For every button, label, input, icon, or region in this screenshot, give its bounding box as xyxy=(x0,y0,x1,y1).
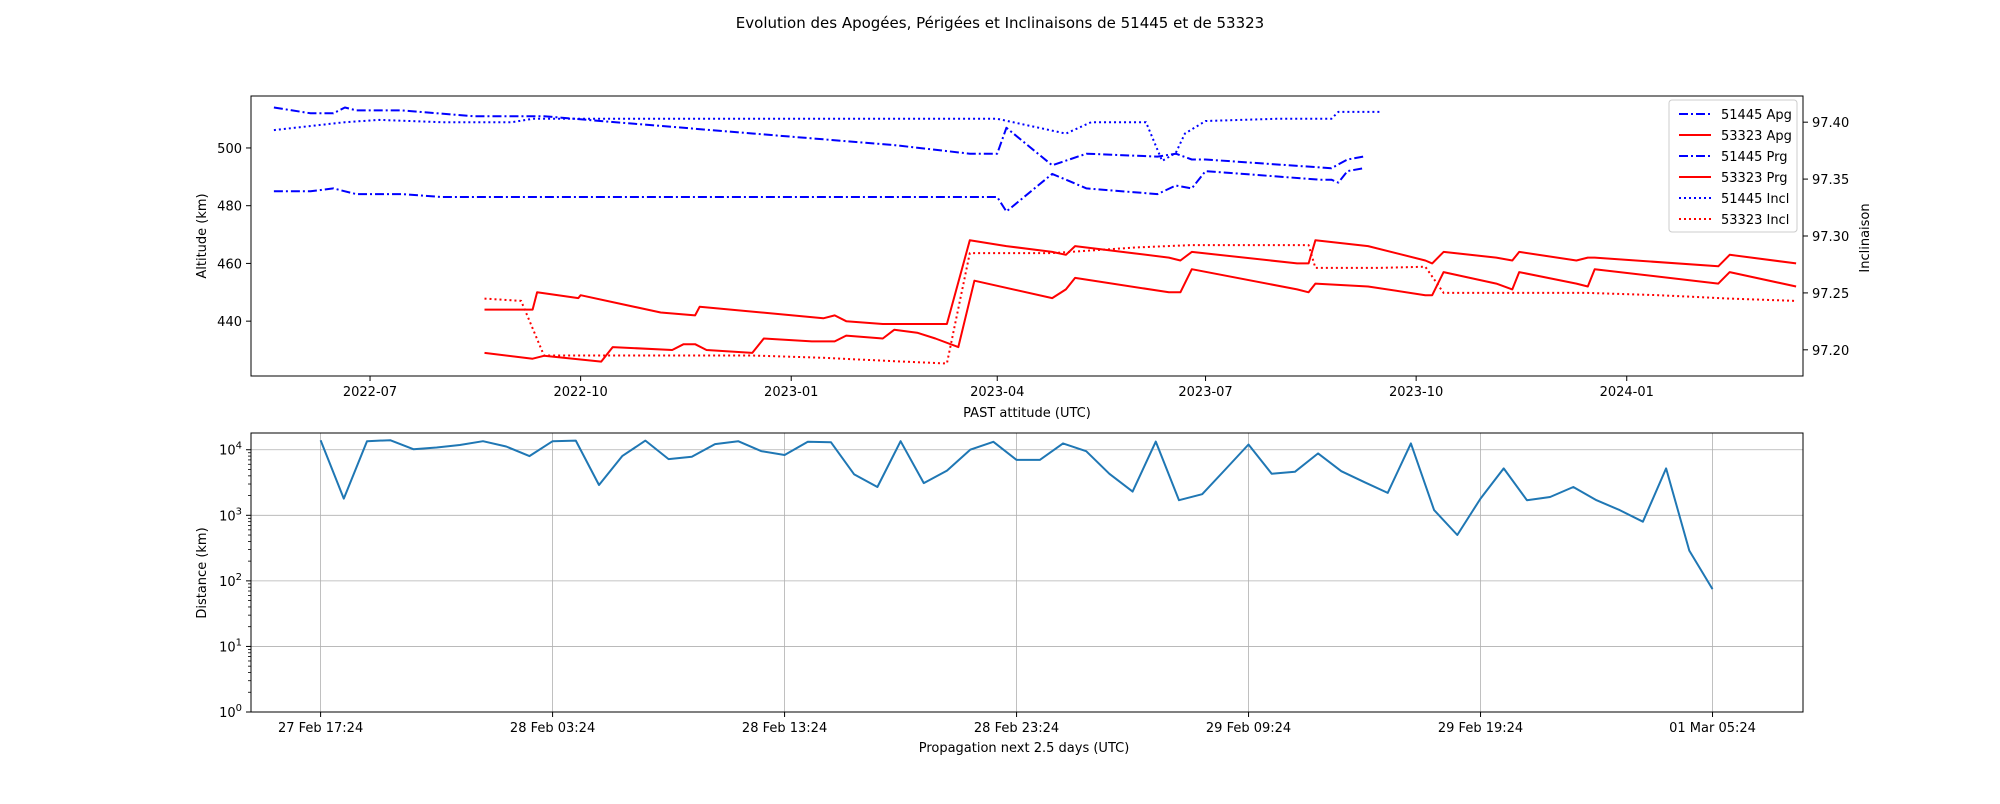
y2-tick-label: 97.35 xyxy=(1812,173,1849,188)
series-line-53323-incl xyxy=(484,244,1797,365)
y2-tick-label: 97.30 xyxy=(1812,230,1849,245)
y-tick-label: 101 xyxy=(219,637,242,655)
legend-label: 53323 Apg xyxy=(1721,129,1792,144)
x-tick-label: 2023-01 xyxy=(764,385,818,400)
bottom-y-axis-label: Distance (km) xyxy=(195,527,210,618)
y2-tick-label: 97.25 xyxy=(1812,287,1849,302)
legend-items: 51445 Apg 53323 Apg 51445 Prg 53323 Prg 5144… xyxy=(1679,108,1792,228)
legend-label: 51445 Incl xyxy=(1721,192,1789,207)
figure-title: Evolution des Apogées, Périgées et Incli… xyxy=(736,14,1264,32)
y-tick-exponent: 1 xyxy=(236,637,242,648)
x-tick-label: 2023-10 xyxy=(1389,385,1443,400)
top-y2-ticks: 97.20 97.25 97.30 97.35 97.40 xyxy=(1803,116,1849,359)
y-tick-exponent: 3 xyxy=(236,506,242,517)
x-tick-label: 28 Feb 23:24 xyxy=(974,721,1059,736)
distance-series-line xyxy=(319,439,1714,590)
x-tick-label: 29 Feb 19:24 xyxy=(1438,721,1523,736)
y-tick-exponent: 0 xyxy=(236,703,242,714)
legend-label: 51445 Apg xyxy=(1721,108,1792,123)
y-tick-label: 104 xyxy=(219,441,242,459)
x-tick-label: 2024-01 xyxy=(1600,385,1654,400)
y-tick-label: 102 xyxy=(219,572,242,590)
bottom-plot-frame xyxy=(250,432,1804,713)
series-line-53323-prg xyxy=(484,268,1797,363)
y2-tick-label: 97.20 xyxy=(1812,344,1849,359)
x-tick-label: 2022-10 xyxy=(553,385,607,400)
x-tick-label: 01 Mar 05:24 xyxy=(1669,721,1756,736)
y-tick-label: 500 xyxy=(217,142,242,157)
x-tick-label: 28 Feb 13:24 xyxy=(742,721,827,736)
bottom-x-ticks: 27 Feb 17:24 28 Feb 03:24 28 Feb 13:24 28 F… xyxy=(278,712,1756,736)
bottom-chart: 27 Feb 17:24 28 Feb 03:24 28 Feb 13:24 28 F… xyxy=(195,432,1804,756)
y-tick-label: 103 xyxy=(219,506,242,524)
top-y-axis-label: Altitude (km) xyxy=(195,193,210,278)
y-tick-label: 100 xyxy=(219,703,242,721)
top-y2-axis-label: Inclinaison xyxy=(1858,203,1873,272)
top-y-ticks: 440 460 480 500 xyxy=(217,142,251,330)
x-tick-label: 27 Feb 17:24 xyxy=(278,721,363,736)
series-line-51445-prg xyxy=(273,167,1364,213)
top-plot-frame xyxy=(250,95,1804,377)
bottom-grid xyxy=(251,433,1803,713)
y-tick-exponent: 2 xyxy=(236,572,242,583)
y-tick-label: 480 xyxy=(217,200,242,215)
top-chart: 2022-07 2022-10 2023-01 2023-04 2023-07 2023-… xyxy=(195,95,1873,421)
x-tick-label: 28 Feb 03:24 xyxy=(510,721,595,736)
legend-label: 53323 Prg xyxy=(1721,171,1787,186)
top-x-axis-label: PAST attitude (UTC) xyxy=(963,406,1091,421)
bottom-series-layer xyxy=(319,439,1714,590)
legend-label: 53323 Incl xyxy=(1721,213,1789,228)
x-tick-label: 2023-04 xyxy=(970,385,1024,400)
y-tick-label: 460 xyxy=(217,257,242,272)
y-tick-label: 440 xyxy=(217,315,242,330)
x-tick-label: 2023-07 xyxy=(1178,385,1232,400)
legend-label: 51445 Prg xyxy=(1721,150,1787,165)
bottom-x-axis-label: Propagation next 2.5 days (UTC) xyxy=(919,741,1130,756)
y-tick-exponent: 4 xyxy=(236,441,242,452)
x-tick-label: 29 Feb 09:24 xyxy=(1206,721,1291,736)
x-tick-label: 2022-07 xyxy=(343,385,397,400)
top-series-layer xyxy=(273,106,1797,365)
series-line-53323-apg xyxy=(484,239,1797,325)
top-x-ticks: 2022-07 2022-10 2023-01 2023-04 2023-07 2023-… xyxy=(343,376,1654,400)
series-line-51445-incl xyxy=(273,110,1380,162)
y2-tick-label: 97.40 xyxy=(1812,116,1849,131)
series-line-51445-apg xyxy=(273,106,1364,170)
legend: 51445 Apg 53323 Apg 51445 Prg 53323 Prg 5144… xyxy=(1668,99,1798,233)
